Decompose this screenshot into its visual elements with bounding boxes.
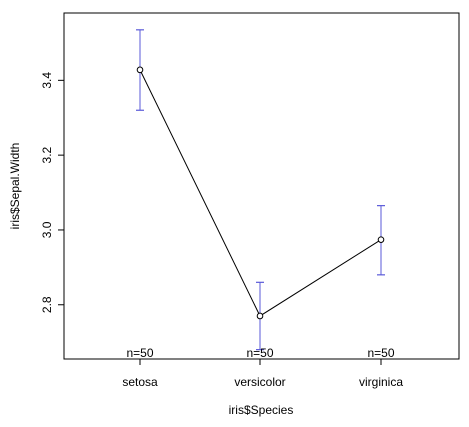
y-tick-label: 3.2 bbox=[40, 146, 54, 163]
x-tick-label: virginica bbox=[359, 375, 403, 389]
y-tick-label: 3.0 bbox=[40, 221, 54, 238]
data-point bbox=[256, 312, 264, 320]
y-axis-label: iris$Sepal.Width bbox=[8, 143, 22, 230]
y-tick-label: 3.4 bbox=[40, 72, 54, 89]
y-axis: 2.8 3.0 3.2 3.4 bbox=[40, 72, 64, 313]
x-axis-label: iris$Species bbox=[229, 403, 294, 417]
sample-size-labels: n=50 n=50 n=50 bbox=[126, 346, 394, 360]
plot-frame bbox=[63, 12, 460, 360]
series-line-group bbox=[136, 66, 385, 320]
y-tick-label: 2.8 bbox=[40, 296, 54, 313]
sample-size-label: n=50 bbox=[126, 346, 153, 360]
series-line bbox=[139, 69, 382, 317]
sample-size-label: n=50 bbox=[367, 346, 394, 360]
x-tick-label: setosa bbox=[122, 375, 158, 389]
data-point bbox=[377, 236, 385, 243]
sample-size-label: n=50 bbox=[246, 346, 273, 360]
x-tick-label: versicolor bbox=[234, 375, 285, 389]
data-point bbox=[136, 66, 144, 74]
error-bars bbox=[136, 29, 385, 351]
x-axis: setosa versicolor virginica bbox=[122, 359, 403, 389]
